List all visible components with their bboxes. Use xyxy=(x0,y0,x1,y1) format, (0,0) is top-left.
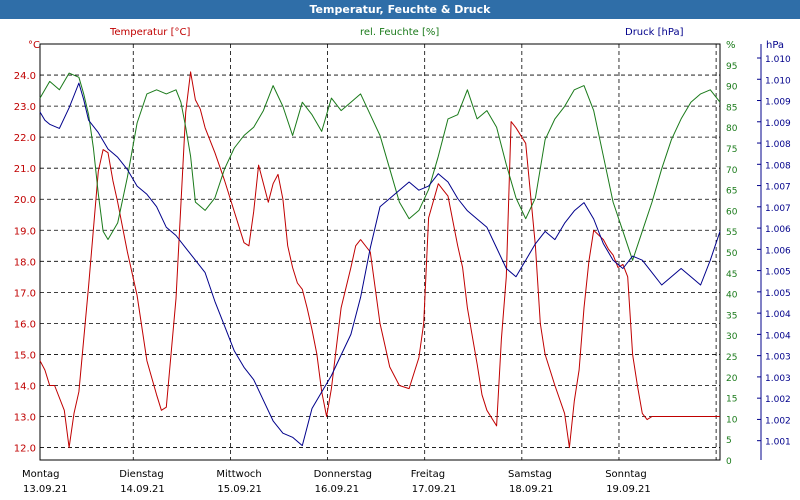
legend-temperature: Temperatur [°C] xyxy=(109,27,190,38)
humidity-tick-label: 75 xyxy=(726,145,737,155)
day-name-label: Mittwoch xyxy=(216,469,261,480)
pressure-tick-label: 1.004 xyxy=(765,310,791,320)
temperature-tick-label: 22.0 xyxy=(14,133,36,144)
plot-area xyxy=(39,43,721,461)
day-name-label: Samstag xyxy=(508,469,552,480)
chart-canvas: °C 24.0 23.0 22.0 21.0 20.0 19.0 18.0 17.0 16.0 1… xyxy=(14,27,791,495)
humidity-tick-label: 45 xyxy=(726,270,737,280)
chart-title: Temperatur, Feuchte & Druck xyxy=(0,0,800,19)
humidity-tick-label: 30 xyxy=(726,332,738,342)
day-date-label: 13.09.21 xyxy=(23,484,68,495)
pressure-tick-label: 1.007 xyxy=(765,183,791,193)
pressure-tick-label: 1.003 xyxy=(765,374,791,384)
temperature-axis-unit: °C xyxy=(28,40,40,51)
temperature-tick-label: 20.0 xyxy=(14,195,36,206)
temperature-series-line xyxy=(39,71,720,449)
humidity-tick-label: 40 xyxy=(726,291,738,301)
humidity-tick-label: 95 xyxy=(726,62,737,72)
humidity-tick-label: 15 xyxy=(726,395,737,405)
humidity-tick-label: 65 xyxy=(726,187,737,197)
humidity-tick-label: 5 xyxy=(726,436,732,446)
temperature-tick-label: 17.0 xyxy=(14,288,36,299)
pressure-axis: hPa 1.010 1.010 1.009 1.009 1.008 1.008 1.007 1… xyxy=(757,40,791,460)
temperature-tick-label: 21.0 xyxy=(14,164,36,175)
day-name-label: Montag xyxy=(22,469,59,480)
series-lines xyxy=(39,71,721,449)
temperature-tick-label: 19.0 xyxy=(14,226,36,237)
pressure-tick-label: 1.007 xyxy=(765,204,791,214)
humidity-tick-label: 80 xyxy=(726,124,738,134)
pressure-tick-label: 1.001 xyxy=(765,438,791,448)
humidity-tick-label: 20 xyxy=(726,374,738,384)
day-date-label: 14.09.21 xyxy=(120,484,165,495)
day-name-label: Dienstag xyxy=(119,469,164,480)
pressure-tick-label: 1.006 xyxy=(765,225,791,235)
pressure-tick-label: 1.009 xyxy=(765,119,791,129)
temperature-axis: °C 24.0 23.0 22.0 21.0 20.0 19.0 18.0 17.0 16.0 1… xyxy=(14,40,40,455)
humidity-tick-label: 90 xyxy=(726,83,738,93)
humidity-series-line xyxy=(39,72,721,261)
humidity-tick-label: 85 xyxy=(726,103,737,113)
pressure-tick-label: 1.010 xyxy=(765,76,791,86)
pressure-tick-label: 1.003 xyxy=(765,353,791,363)
humidity-axis-unit: % xyxy=(726,40,736,51)
legend-humidity: rel. Feuchte [%] xyxy=(360,27,439,38)
humidity-tick-label: 70 xyxy=(726,166,738,176)
legend: Temperatur [°C] rel. Feuchte [%] Druck [… xyxy=(109,27,684,38)
temperature-tick-label: 15.0 xyxy=(14,350,36,361)
pressure-tick-label: 1.005 xyxy=(765,268,791,278)
day-date-label: 17.09.21 xyxy=(412,484,457,495)
pressure-tick-label: 1.002 xyxy=(765,416,791,426)
day-date-label: 19.09.21 xyxy=(606,484,651,495)
pressure-tick-label: 1.008 xyxy=(765,140,791,150)
day-name-label: Freitag xyxy=(411,469,445,480)
pressure-tick-label: 1.005 xyxy=(765,289,791,299)
humidity-tick-label: 50 xyxy=(726,249,738,259)
pressure-axis-unit: hPa xyxy=(766,40,784,51)
humidity-tick-label: 25 xyxy=(726,353,737,363)
day-date-label: 16.09.21 xyxy=(315,484,360,495)
temperature-tick-label: 24.0 xyxy=(14,71,36,82)
humidity-tick-label: 0 xyxy=(726,457,732,467)
pressure-tick-label: 1.009 xyxy=(765,98,791,108)
day-date-label: 18.09.21 xyxy=(509,484,554,495)
pressure-tick-label: 1.004 xyxy=(765,331,791,341)
humidity-tick-label: 55 xyxy=(726,228,737,238)
pressure-series-line xyxy=(39,82,721,447)
pressure-tick-label: 1.006 xyxy=(765,246,791,256)
humidity-tick-label: 10 xyxy=(726,415,738,425)
day-name-label: Donnerstag xyxy=(314,469,372,480)
temperature-tick-label: 16.0 xyxy=(14,319,36,330)
pressure-tick-label: 1.008 xyxy=(765,161,791,171)
humidity-tick-label: 60 xyxy=(726,207,738,217)
x-axis: Montag 13.09.21 Dienstag 14.09.21 Mittwoch 15… xyxy=(22,469,651,495)
pressure-tick-label: 1.010 xyxy=(765,55,791,65)
temperature-tick-label: 12.0 xyxy=(14,444,36,455)
legend-pressure: Druck [hPa] xyxy=(625,27,684,38)
temperature-tick-label: 23.0 xyxy=(14,102,36,113)
day-date-label: 15.09.21 xyxy=(217,484,262,495)
humidity-tick-label: 35 xyxy=(726,311,737,321)
temperature-tick-label: 13.0 xyxy=(14,413,36,424)
pressure-tick-label: 1.002 xyxy=(765,395,791,405)
temperature-tick-label: 18.0 xyxy=(14,257,36,268)
temperature-tick-label: 14.0 xyxy=(14,381,36,392)
day-name-label: Sonntag xyxy=(605,469,647,480)
